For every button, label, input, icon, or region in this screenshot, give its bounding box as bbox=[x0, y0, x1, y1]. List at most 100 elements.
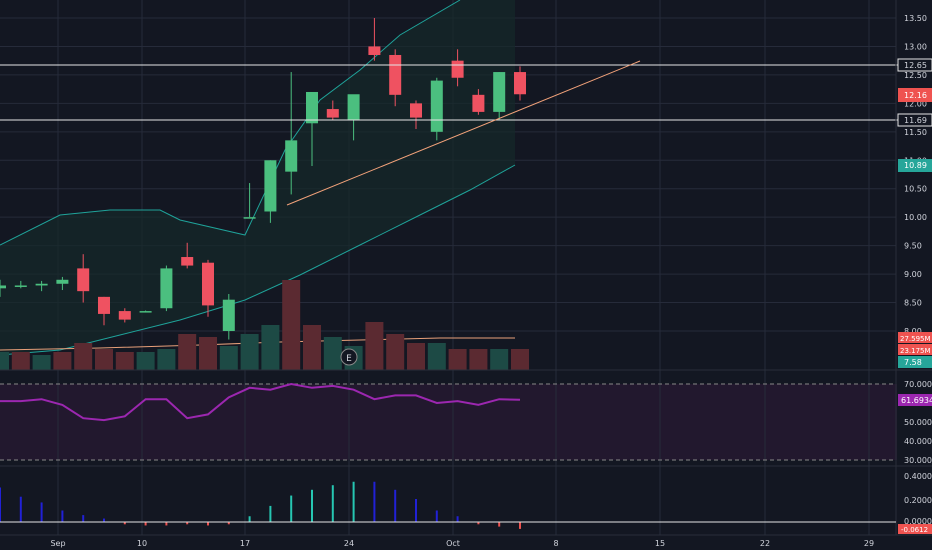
candle-body[interactable] bbox=[264, 160, 277, 212]
candle-body[interactable] bbox=[139, 311, 152, 313]
price-tick: 10.50 bbox=[904, 185, 927, 194]
volume-bars bbox=[0, 280, 529, 370]
time-tick: 17 bbox=[240, 539, 250, 548]
candle-body[interactable] bbox=[14, 285, 27, 287]
time-tick: 24 bbox=[344, 539, 354, 548]
candle-body[interactable] bbox=[243, 217, 256, 219]
volume-box bbox=[898, 344, 932, 355]
volume-bar bbox=[136, 352, 155, 370]
bb-lower-box bbox=[898, 159, 932, 172]
candle-body[interactable] bbox=[451, 60, 464, 78]
candle-body[interactable] bbox=[285, 140, 298, 172]
bb-upper bbox=[0, 0, 461, 246]
candle-body[interactable] bbox=[368, 46, 381, 55]
rsi-tick-40: 40.0000 bbox=[904, 437, 932, 446]
candle-body[interactable] bbox=[56, 279, 69, 284]
candle-body[interactable] bbox=[0, 285, 6, 289]
price-tick: 8.50 bbox=[904, 299, 922, 308]
volume-bar bbox=[0, 352, 9, 370]
macd-histogram bbox=[0, 481, 521, 529]
time-tick: Sep bbox=[50, 539, 65, 548]
volume-bar bbox=[199, 337, 217, 370]
volume-bar bbox=[407, 343, 425, 370]
rsi-band bbox=[0, 384, 897, 460]
candle-body[interactable] bbox=[410, 103, 422, 118]
volume-bar bbox=[261, 325, 280, 370]
rsi-current-box bbox=[898, 394, 932, 406]
volume-bar bbox=[157, 349, 176, 370]
price-tick: 10.00 bbox=[904, 213, 927, 222]
volume-bar bbox=[427, 343, 446, 370]
volume-bar bbox=[386, 334, 405, 370]
candle-body[interactable] bbox=[181, 257, 194, 266]
candle-body[interactable] bbox=[35, 283, 48, 286]
macd-current-label: -0.0612 bbox=[901, 526, 928, 534]
candle-body[interactable] bbox=[347, 94, 360, 121]
volume-bar bbox=[95, 349, 113, 370]
volume-bar bbox=[74, 343, 93, 370]
bollinger-bands bbox=[0, 0, 516, 356]
last-price-box bbox=[898, 88, 932, 102]
volume-bar bbox=[115, 352, 134, 370]
volume-bar bbox=[11, 352, 30, 370]
volume-bar bbox=[469, 349, 488, 370]
candle-body[interactable] bbox=[306, 91, 318, 124]
rsi-tick-30: 30.0000 bbox=[904, 456, 932, 465]
volume-bar bbox=[448, 349, 467, 370]
price-tick: 13.50 bbox=[904, 14, 927, 23]
volume-bar bbox=[303, 325, 321, 370]
candle-body[interactable] bbox=[118, 311, 131, 320]
earnings-marker-label: E bbox=[346, 354, 352, 364]
rsi-tick-70: 70.0000 bbox=[904, 380, 932, 389]
price-tick: 12.50 bbox=[904, 71, 927, 80]
last-price-label: 12.16 bbox=[904, 91, 927, 100]
candle-body[interactable] bbox=[430, 80, 443, 132]
price-tick: 9.50 bbox=[904, 242, 922, 251]
volume-bar bbox=[219, 346, 238, 370]
hline-label-top: 12.65 bbox=[904, 61, 927, 70]
macd-tick-0-2: 0.2000 bbox=[904, 496, 932, 505]
price-tick: 12.00 bbox=[904, 99, 927, 108]
time-tick: 8 bbox=[553, 539, 558, 548]
price-tick: 13.00 bbox=[904, 42, 927, 51]
candle-body[interactable] bbox=[98, 296, 110, 314]
volume-bar bbox=[178, 334, 197, 370]
ma-box bbox=[898, 356, 932, 368]
candle-body[interactable] bbox=[514, 72, 526, 95]
time-tick: Oct bbox=[446, 539, 460, 548]
bb-lower bbox=[0, 164, 516, 356]
time-tick: 22 bbox=[760, 539, 770, 548]
candle-body[interactable] bbox=[389, 54, 402, 95]
candle-body[interactable] bbox=[493, 72, 506, 112]
earnings-marker[interactable] bbox=[340, 348, 358, 366]
volume-bar bbox=[511, 349, 529, 370]
time-tick: 29 bbox=[864, 539, 874, 548]
candle-body[interactable] bbox=[160, 268, 173, 309]
price-tick: 8.00 bbox=[904, 327, 922, 336]
volume-bar bbox=[240, 334, 259, 370]
macd-tick-0-0: 0.0000 bbox=[904, 517, 932, 526]
rsi-tick-50: 50.0000 bbox=[904, 418, 932, 427]
candle-body[interactable] bbox=[326, 109, 339, 118]
time-tick: 15 bbox=[655, 539, 665, 548]
rsi-current-label: 61.6934 bbox=[901, 396, 932, 405]
candle-body[interactable] bbox=[222, 299, 235, 331]
vol-ma-label: 27.595M bbox=[900, 335, 931, 343]
candlesticks[interactable] bbox=[0, 18, 526, 340]
volume-bar bbox=[490, 349, 509, 370]
volume-label: 23.175M bbox=[900, 347, 931, 355]
macd-tick-0-4: 0.4000 bbox=[904, 472, 932, 481]
price-tick: 11.50 bbox=[904, 128, 927, 137]
time-axis[interactable]: Sep 10 17 24 Oct 8 15 22 29 bbox=[50, 539, 874, 548]
candle-body[interactable] bbox=[77, 268, 90, 292]
candle-body[interactable] bbox=[202, 262, 214, 306]
trendline[interactable] bbox=[286, 60, 641, 206]
volume-bar bbox=[282, 280, 301, 370]
ma-label: 7.58 bbox=[904, 358, 922, 367]
volume-bar bbox=[53, 352, 72, 370]
hline-label-box-bottom bbox=[897, 113, 932, 127]
volume-bar bbox=[32, 355, 51, 370]
candle-body[interactable] bbox=[472, 94, 485, 112]
